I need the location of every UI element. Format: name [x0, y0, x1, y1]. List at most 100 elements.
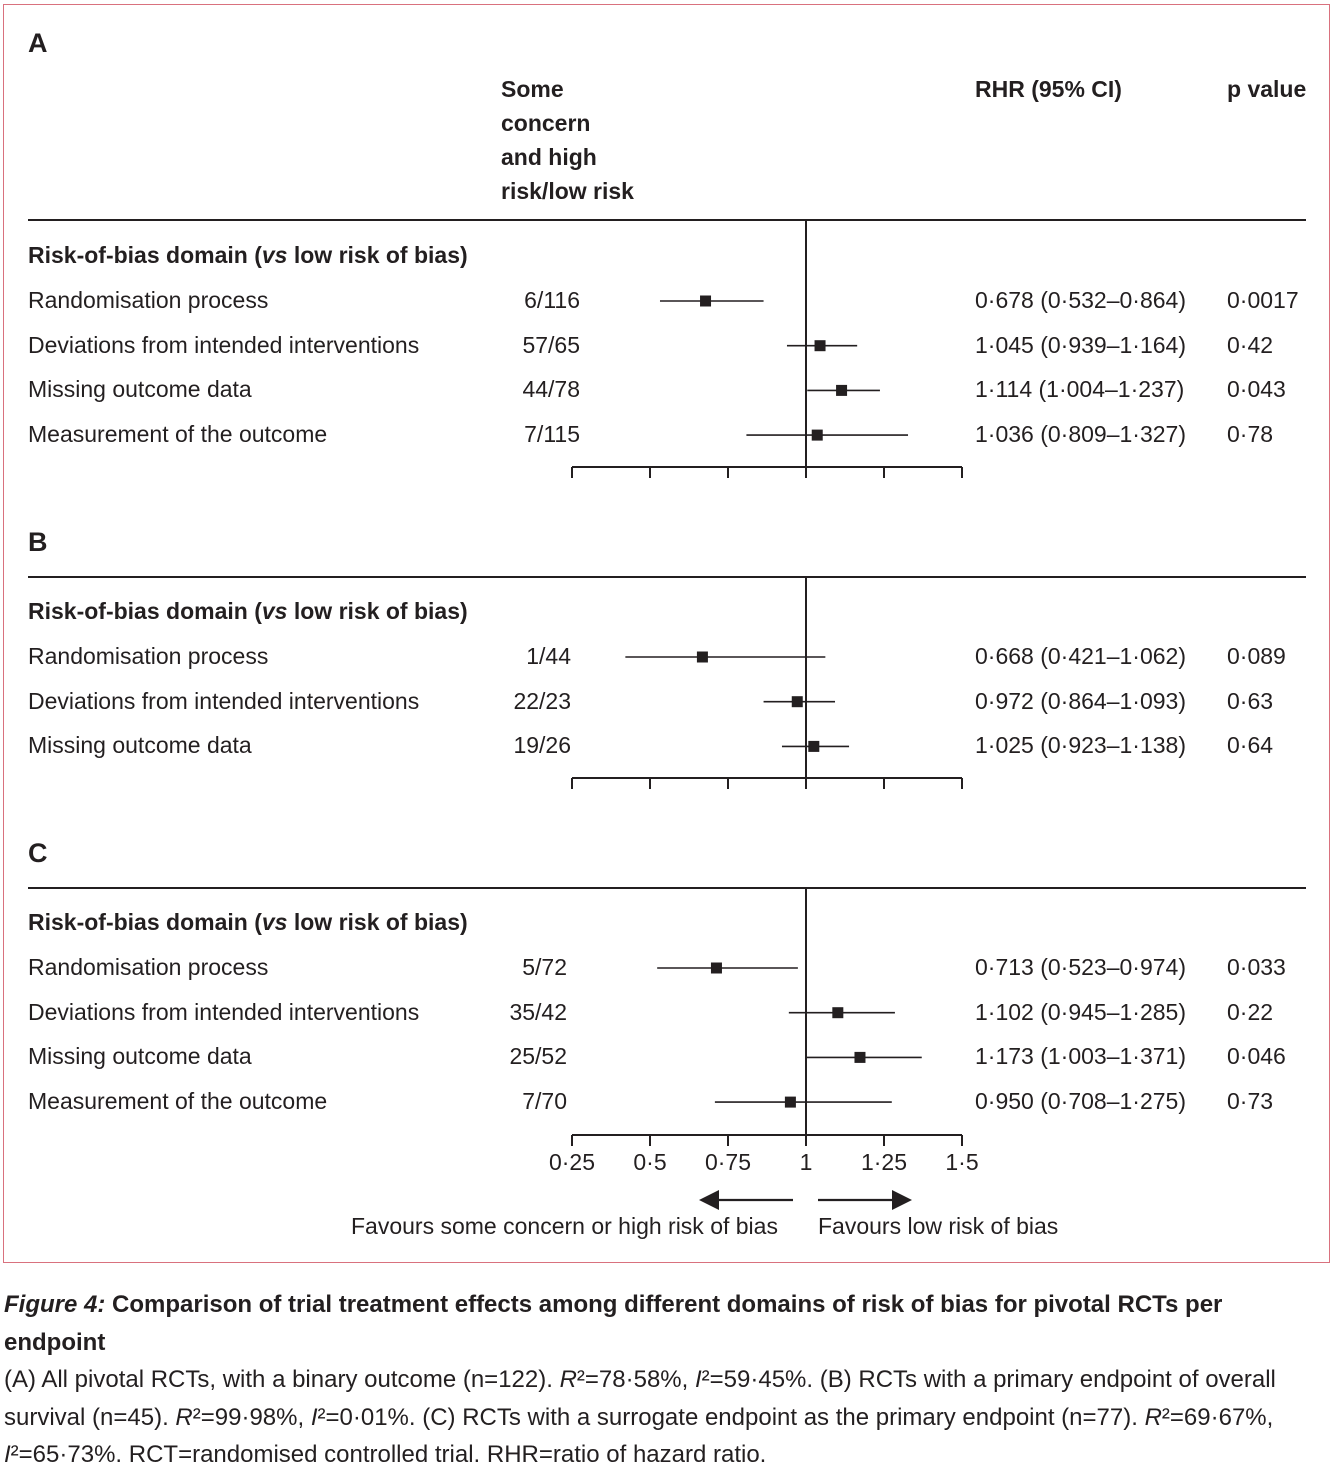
x-tick-label: 0·75 — [705, 1149, 751, 1175]
section-title-suffix: low risk of bias) — [287, 242, 468, 268]
point-estimate — [836, 384, 848, 396]
header-counts-line: and high — [501, 144, 597, 170]
point-estimate — [700, 295, 712, 307]
point-estimate — [808, 740, 820, 752]
header-pvalue: p value — [1227, 76, 1307, 102]
point-estimate — [832, 1007, 844, 1019]
row-rhr-ci: 0·950 (0·708–1·275) — [975, 1088, 1186, 1115]
point-estimate — [784, 1096, 796, 1108]
header-counts-line: Some — [501, 76, 564, 102]
caption-fragment: ²=78·58%, — [576, 1366, 695, 1393]
caption-fragment: (A) All pivotal RCTs, with a binary outc… — [4, 1366, 560, 1393]
row-label: Randomisation process — [28, 287, 269, 313]
favours-right-label: Favours low risk of bias — [818, 1213, 1059, 1239]
row-label: Missing outcome data — [28, 376, 252, 403]
row-rhr-ci: 1·036 (0·809–1·327) — [975, 421, 1186, 448]
row-pvalue: 0·73 — [1227, 1088, 1274, 1115]
section-title-prefix: Risk-of-bias domain ( — [28, 909, 262, 935]
row-count: 57/65 — [522, 331, 580, 358]
point-estimate — [814, 340, 826, 352]
row-pvalue: 0·089 — [1227, 643, 1286, 669]
caption-fragment: I — [310, 1403, 318, 1431]
row-rhr-ci: 1·045 (0·939–1·164) — [975, 331, 1186, 358]
row-label: Deviations from intended interventions — [28, 687, 420, 714]
row-count: 7/70 — [522, 1088, 567, 1115]
panel-c-section-title: Risk-of-bias domain (vs low risk of bias… — [28, 909, 468, 936]
section-title-prefix: Risk-of-bias domain ( — [28, 598, 262, 624]
point-estimate — [811, 429, 823, 441]
point-estimate — [854, 1051, 866, 1063]
panel-b-section-title: Risk-of-bias domain (vs low risk of bias… — [28, 598, 468, 625]
section-title-prefix: Risk-of-bias domain ( — [28, 242, 262, 268]
caption-title: Figure 4: Comparison of trial treatment … — [4, 1286, 1330, 1361]
row-count: 7/115 — [524, 421, 580, 448]
panel-letter-a: A — [28, 28, 48, 58]
x-tick-label: 1 — [800, 1149, 813, 1175]
caption-fragment: I — [694, 1366, 702, 1393]
row-pvalue: 0·043 — [1227, 376, 1286, 403]
panel-letter-c: C — [28, 838, 48, 868]
panel-a-section-title: Risk-of-bias domain (vs low risk of bias… — [28, 242, 468, 269]
row-label: Missing outcome data — [28, 1043, 252, 1070]
point-estimate — [696, 651, 708, 663]
row-rhr-ci: 1·025 (0·923–1·138) — [975, 732, 1186, 759]
row-count: 6/116 — [524, 287, 580, 313]
header-counts-line: risk/low risk — [501, 178, 634, 204]
favours-left-arrow-head — [699, 1190, 719, 1210]
caption-fragment: R — [559, 1366, 577, 1393]
header-counts: Some concern and high risk/low risk — [501, 72, 634, 208]
row-pvalue: 0·42 — [1227, 331, 1274, 358]
row-label: Measurement of the outcome — [28, 421, 328, 448]
row-pvalue: 0·64 — [1227, 732, 1274, 759]
x-tick-label: 1·25 — [861, 1149, 907, 1175]
row-count: 19/26 — [513, 732, 571, 759]
panel-b-rule — [28, 576, 1306, 578]
figure-caption: Figure 4: Comparison of trial treatment … — [4, 1286, 1330, 1474]
favours-right-arrow-head — [892, 1190, 912, 1210]
row-label: Randomisation process — [28, 954, 269, 980]
section-title-vs: vs — [261, 242, 288, 268]
row-label: Randomisation process — [28, 643, 269, 669]
caption-fragment: I — [4, 1441, 11, 1468]
header-counts-line: concern — [501, 110, 591, 136]
caption-title-text: Comparison of trial treatment effects am… — [4, 1291, 1223, 1356]
row-pvalue: 0·0017 — [1227, 287, 1299, 313]
figure-frame — [3, 4, 1330, 1263]
row-rhr-ci: 1·114 (1·004–1·237) — [975, 376, 1185, 403]
row-pvalue: 0·22 — [1227, 998, 1274, 1025]
caption-fragment: ²=69·67%, — [1161, 1403, 1274, 1431]
row-rhr-ci: 1·173 (1·003–1·371) — [975, 1043, 1186, 1070]
row-label: Missing outcome data — [28, 732, 252, 759]
caption-fragment: R — [175, 1403, 193, 1431]
row-rhr-ci: 1·102 (0·945–1·285) — [975, 998, 1186, 1025]
panel-letter-b: B — [28, 527, 48, 557]
row-pvalue: 0·78 — [1227, 421, 1274, 448]
x-tick-label: 1·5 — [945, 1149, 978, 1175]
row-count: 22/23 — [513, 687, 571, 714]
section-title-vs: vs — [261, 909, 288, 935]
section-title-suffix: low risk of bias) — [287, 909, 468, 935]
point-estimate — [791, 696, 803, 708]
row-count: 1/44 — [526, 643, 571, 669]
row-rhr-ci: 0·713 (0·523–0·974) — [975, 954, 1186, 980]
row-label: Measurement of the outcome — [28, 1088, 328, 1115]
row-count: 35/42 — [509, 998, 567, 1025]
row-count: 5/72 — [522, 954, 567, 980]
panel-a-rule — [28, 219, 1306, 221]
row-rhr-ci: 0·668 (0·421–1·062) — [975, 643, 1186, 669]
row-pvalue: 0·63 — [1227, 687, 1274, 714]
x-tick-label: 0·5 — [633, 1149, 666, 1175]
caption-figure-label: Figure 4: — [4, 1291, 106, 1318]
row-count: 25/52 — [509, 1043, 567, 1070]
caption-fragment: ²=0·01%. (C) RCTs with a surrogate endpo… — [317, 1403, 1145, 1431]
row-count: 44/78 — [522, 376, 580, 403]
panel-c-rule — [28, 887, 1306, 889]
favours-left-label: Favours some concern or high risk of bia… — [351, 1213, 778, 1239]
section-title-vs: vs — [261, 598, 288, 624]
caption-fragment: R — [1144, 1403, 1162, 1431]
row-rhr-ci: 0·972 (0·864–1·093) — [975, 687, 1186, 714]
caption-fragment: ²=65·73%. RCT=randomised controlled tria… — [10, 1441, 767, 1468]
row-pvalue: 0·046 — [1227, 1043, 1286, 1070]
caption-fragment: ²=99·98%, — [192, 1403, 311, 1431]
